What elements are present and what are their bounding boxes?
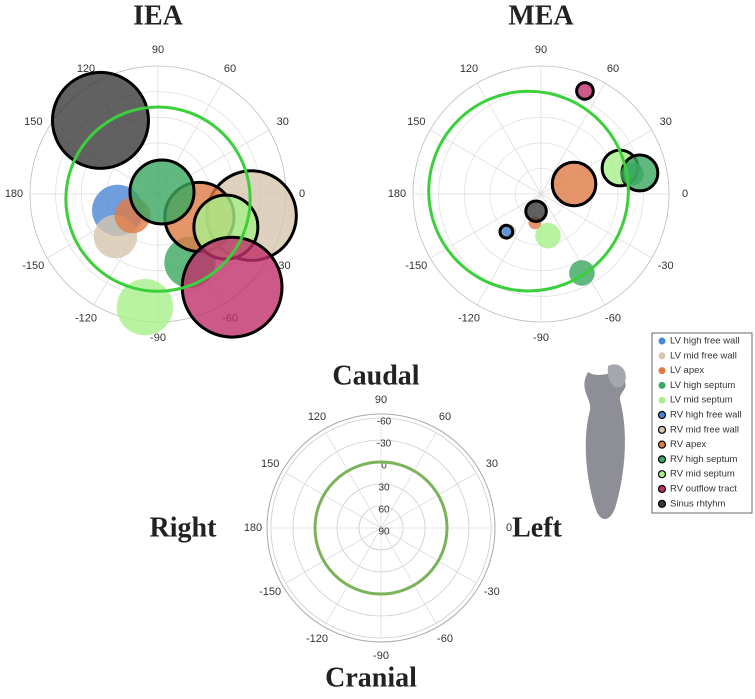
angle-tick-label: 0 [682,188,688,200]
spoke [429,193,542,259]
angle-tick-label: 120 [308,411,326,423]
reference-ring [313,460,449,596]
spoke [380,527,477,584]
legend-label: LV high free wall [670,336,740,347]
angle-tick-label: 180 [388,188,406,200]
spoke [540,193,653,259]
legend-marker [657,455,667,464]
legend-label: LV apex [670,365,704,376]
angle-tick-label: -120 [306,633,328,645]
legend-label: LV mid septum [670,395,733,406]
legend-box [651,332,753,514]
legend-label: LV mid free wall [670,350,737,361]
legend-marker [657,425,667,434]
r-tick-label: -30 [377,439,392,450]
spoke [285,527,382,584]
r-tick-label: 90 [378,527,390,538]
angle-tick-label: 60 [607,63,619,75]
legend-marker [658,396,666,404]
angle-tick-label: 90 [375,394,387,406]
legend-label: RV apex [670,439,707,450]
spoke [325,432,382,529]
angle-tick-label: -60 [605,313,621,325]
annotation: Caudal [332,360,419,391]
bubble [128,158,196,226]
angle-tick-label: -90 [150,332,166,344]
r-tick-label: 60 [378,505,390,516]
legend-marker [657,499,667,508]
bubble [116,279,174,336]
angle-tick-label: -30 [658,260,674,272]
mean-ring [64,105,252,293]
legend-label: RV outflow tract [670,484,737,495]
angle-tick-label: 150 [24,116,42,128]
angle-tick-label: 150 [407,116,425,128]
spoke [380,432,437,529]
angle-tick-label: 60 [224,63,236,75]
bubble [524,199,548,223]
legend-marker [657,470,667,479]
legend-marker [658,381,666,389]
angle-tick-label: 30 [486,458,498,470]
heart-icon [584,364,626,520]
chart-title: MEA [508,0,574,31]
angle-tick-label: -90 [533,332,549,344]
legend-marker [657,440,667,449]
angle-tick-label: -150 [22,260,44,272]
bubble [575,81,595,101]
angle-tick-label: 0 [506,522,512,534]
bubble [550,160,598,208]
bubble [535,222,561,249]
legend-marker [658,352,666,360]
bubble [50,70,150,170]
annotation: Left [512,512,562,543]
spoke [325,527,382,624]
legend-label: RV mid free wall [670,424,739,435]
annotation: Cranial [325,662,417,693]
outer-ring [266,413,496,643]
r-tick-label: 30 [378,483,390,494]
legend-label: RV high free wall [670,410,742,421]
spoke [540,193,606,306]
spoke [429,129,542,195]
angle-tick-label: -150 [259,586,281,598]
angle-tick-label: 30 [660,116,672,128]
angle-tick-label: 30 [277,116,289,128]
angle-tick-label: -150 [405,260,427,272]
angle-tick-label: -90 [373,650,389,662]
angle-tick-label: 150 [261,458,279,470]
spoke [380,472,477,529]
legend-marker [658,337,666,345]
angle-tick-label: 180 [244,522,262,534]
angle-tick-label: -120 [75,313,97,325]
mean-ring [427,89,630,293]
angle-tick-label: 120 [460,63,478,75]
angle-tick-label: 0 [299,188,305,200]
spoke [285,472,382,529]
legend-label: LV high septum [670,380,735,391]
angle-tick-label: -30 [484,586,500,598]
angle-tick-label: 60 [439,411,451,423]
legend-marker [657,410,667,420]
r-tick-label: -60 [377,417,392,428]
angle-tick-label: 90 [152,44,164,56]
angle-tick-label: -60 [437,633,453,645]
angle-tick-label: 90 [535,44,547,56]
r-tick-label: 0 [381,461,387,472]
legend-marker [657,484,667,494]
bubble [498,223,515,240]
legend-label: Sinus rhtyhm [670,498,726,509]
legend-marker [658,367,666,375]
legend-label: RV mid septum [670,469,735,480]
spoke [380,527,437,624]
spoke [540,82,606,195]
chart-title: IEA [133,0,184,31]
legend-label: RV high septum [670,454,738,465]
angle-tick-label: -120 [458,313,480,325]
angle-tick-label: 180 [5,188,23,200]
annotation: Right [150,512,218,543]
